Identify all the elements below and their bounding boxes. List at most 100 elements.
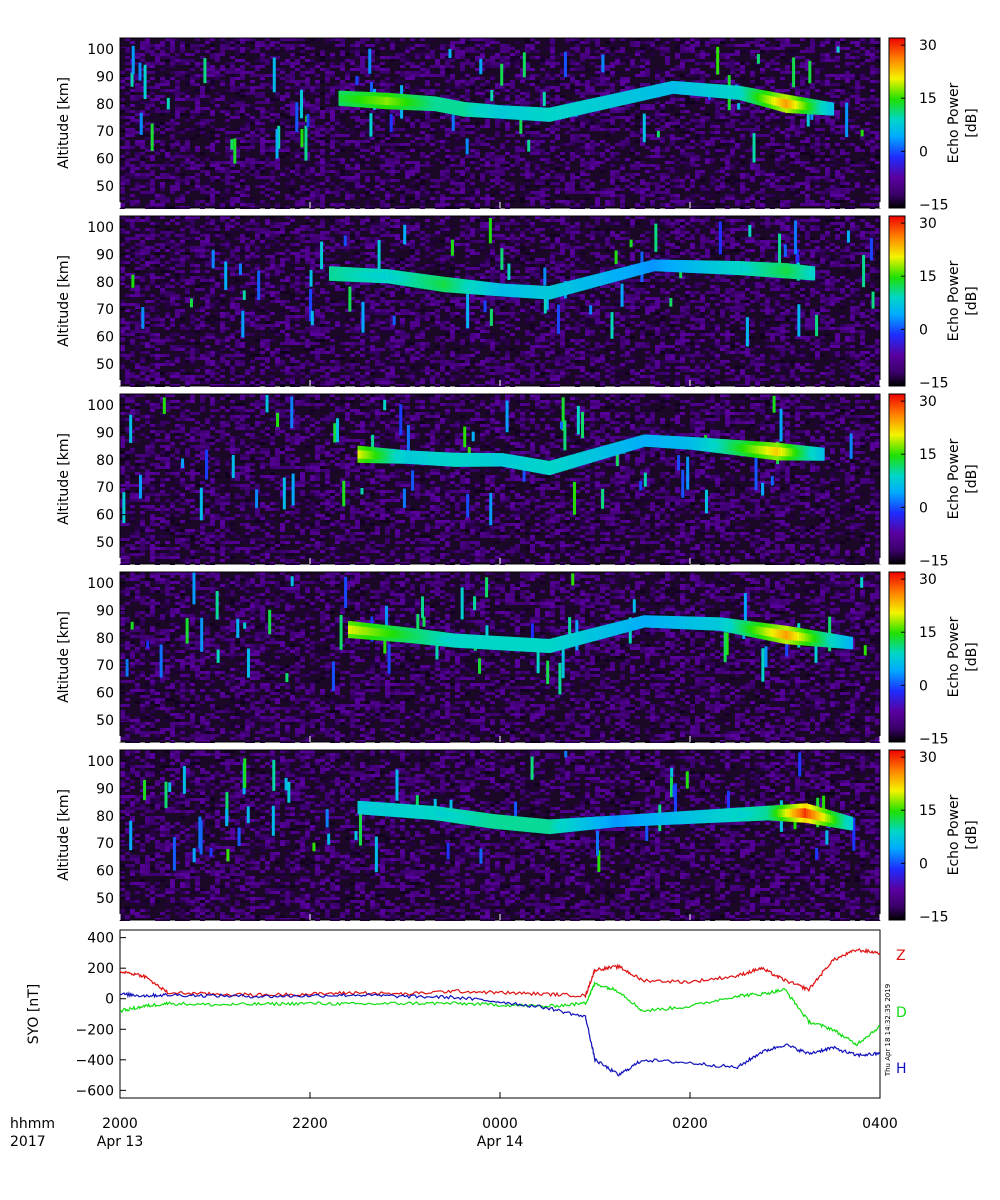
noise-cell (720, 137, 725, 140)
noise-cell (515, 149, 520, 152)
noise-cell (505, 44, 510, 47)
noise-cell (380, 41, 385, 44)
noise-cell (830, 74, 835, 77)
noise-cell (290, 134, 295, 137)
noise-cell (360, 149, 365, 152)
noise-cell (875, 59, 880, 62)
noise-cell (505, 122, 510, 125)
noise-cell (415, 149, 420, 152)
noise-cell (835, 125, 840, 128)
noise-cell (680, 98, 685, 101)
noise-cell (250, 158, 255, 161)
noise-cell (435, 74, 440, 77)
noise-cell (230, 65, 235, 68)
noise-cell (755, 140, 760, 143)
noise-cell (320, 113, 325, 116)
noise-cell (290, 56, 295, 59)
noise-cell (450, 131, 455, 134)
noise-cell (450, 65, 455, 68)
noise-cell (245, 143, 250, 146)
noise-cell (770, 68, 775, 71)
noise-cell (535, 170, 540, 173)
noise-cell (135, 143, 140, 146)
noise-cell (695, 176, 700, 179)
noise-cell (570, 125, 575, 128)
noise-cell (495, 62, 500, 65)
noise-cell (420, 119, 425, 122)
noise-cell (225, 149, 230, 152)
noise-cell (790, 128, 795, 131)
noise-cell (240, 125, 245, 128)
noise-cell (815, 74, 820, 77)
noise-cell (735, 140, 740, 143)
noise-cell (835, 65, 840, 68)
noise-cell (835, 146, 840, 149)
noise-cell (675, 98, 680, 101)
noise-cell (665, 47, 670, 50)
noise-cell (150, 116, 155, 119)
noise-cell (755, 80, 760, 83)
noise-cell (260, 86, 265, 89)
noise-cell (740, 107, 745, 110)
noise-cell (390, 83, 395, 86)
noise-cell (640, 59, 645, 62)
noise-cell (610, 74, 615, 77)
noise-cell (825, 80, 830, 83)
noise-cell (270, 170, 275, 173)
noise-cell (435, 89, 440, 92)
noise-cell (280, 122, 285, 125)
noise-cell (430, 116, 435, 119)
noise-cell (615, 116, 620, 119)
noise-cell (485, 41, 490, 44)
noise-cell (255, 86, 260, 89)
noise-cell (660, 110, 665, 113)
noise-cell (410, 164, 415, 167)
noise-cell (550, 146, 555, 149)
noise-cell (585, 122, 590, 125)
noise-cell (280, 44, 285, 47)
noise-cell (525, 83, 530, 86)
noise-cell (245, 125, 250, 128)
noise-cell (175, 143, 180, 146)
noise-cell (505, 56, 510, 59)
noise-cell (600, 140, 605, 143)
noise-cell (690, 152, 695, 155)
noise-cell (795, 92, 800, 95)
noise-cell (500, 158, 505, 161)
noise-cell (185, 119, 190, 122)
noise-cell (325, 86, 330, 89)
noise-cell (660, 44, 665, 47)
noise-cell (840, 152, 845, 155)
noise-cell (555, 155, 560, 158)
noise-cell (410, 62, 415, 65)
noise-cell (510, 59, 515, 62)
noise-cell (120, 104, 125, 107)
noise-cell (460, 128, 465, 131)
noise-cell (585, 134, 590, 137)
noise-cell (230, 83, 235, 86)
noise-cell (210, 47, 215, 50)
noise-cell (290, 128, 295, 131)
noise-cell (805, 95, 810, 98)
noise-cell (150, 92, 155, 95)
noise-cell (815, 89, 820, 92)
noise-cell (790, 116, 795, 119)
noise-cell (200, 101, 205, 104)
noise-cell (560, 95, 565, 98)
noise-cell (610, 155, 615, 158)
noise-cell (680, 116, 685, 119)
noise-cell (600, 47, 605, 50)
noise-cell (495, 122, 500, 125)
noise-cell (595, 77, 600, 80)
noise-cell (180, 110, 185, 113)
noise-cell (410, 71, 415, 74)
noise-cell (840, 131, 845, 134)
noise-cell (575, 152, 580, 155)
noise-cell (580, 140, 585, 143)
noise-cell (325, 56, 330, 59)
noise-cell (315, 83, 320, 86)
noise-cell (635, 116, 640, 119)
noise-cell (830, 125, 835, 128)
noise-cell (225, 179, 230, 182)
noise-cell (160, 41, 165, 44)
